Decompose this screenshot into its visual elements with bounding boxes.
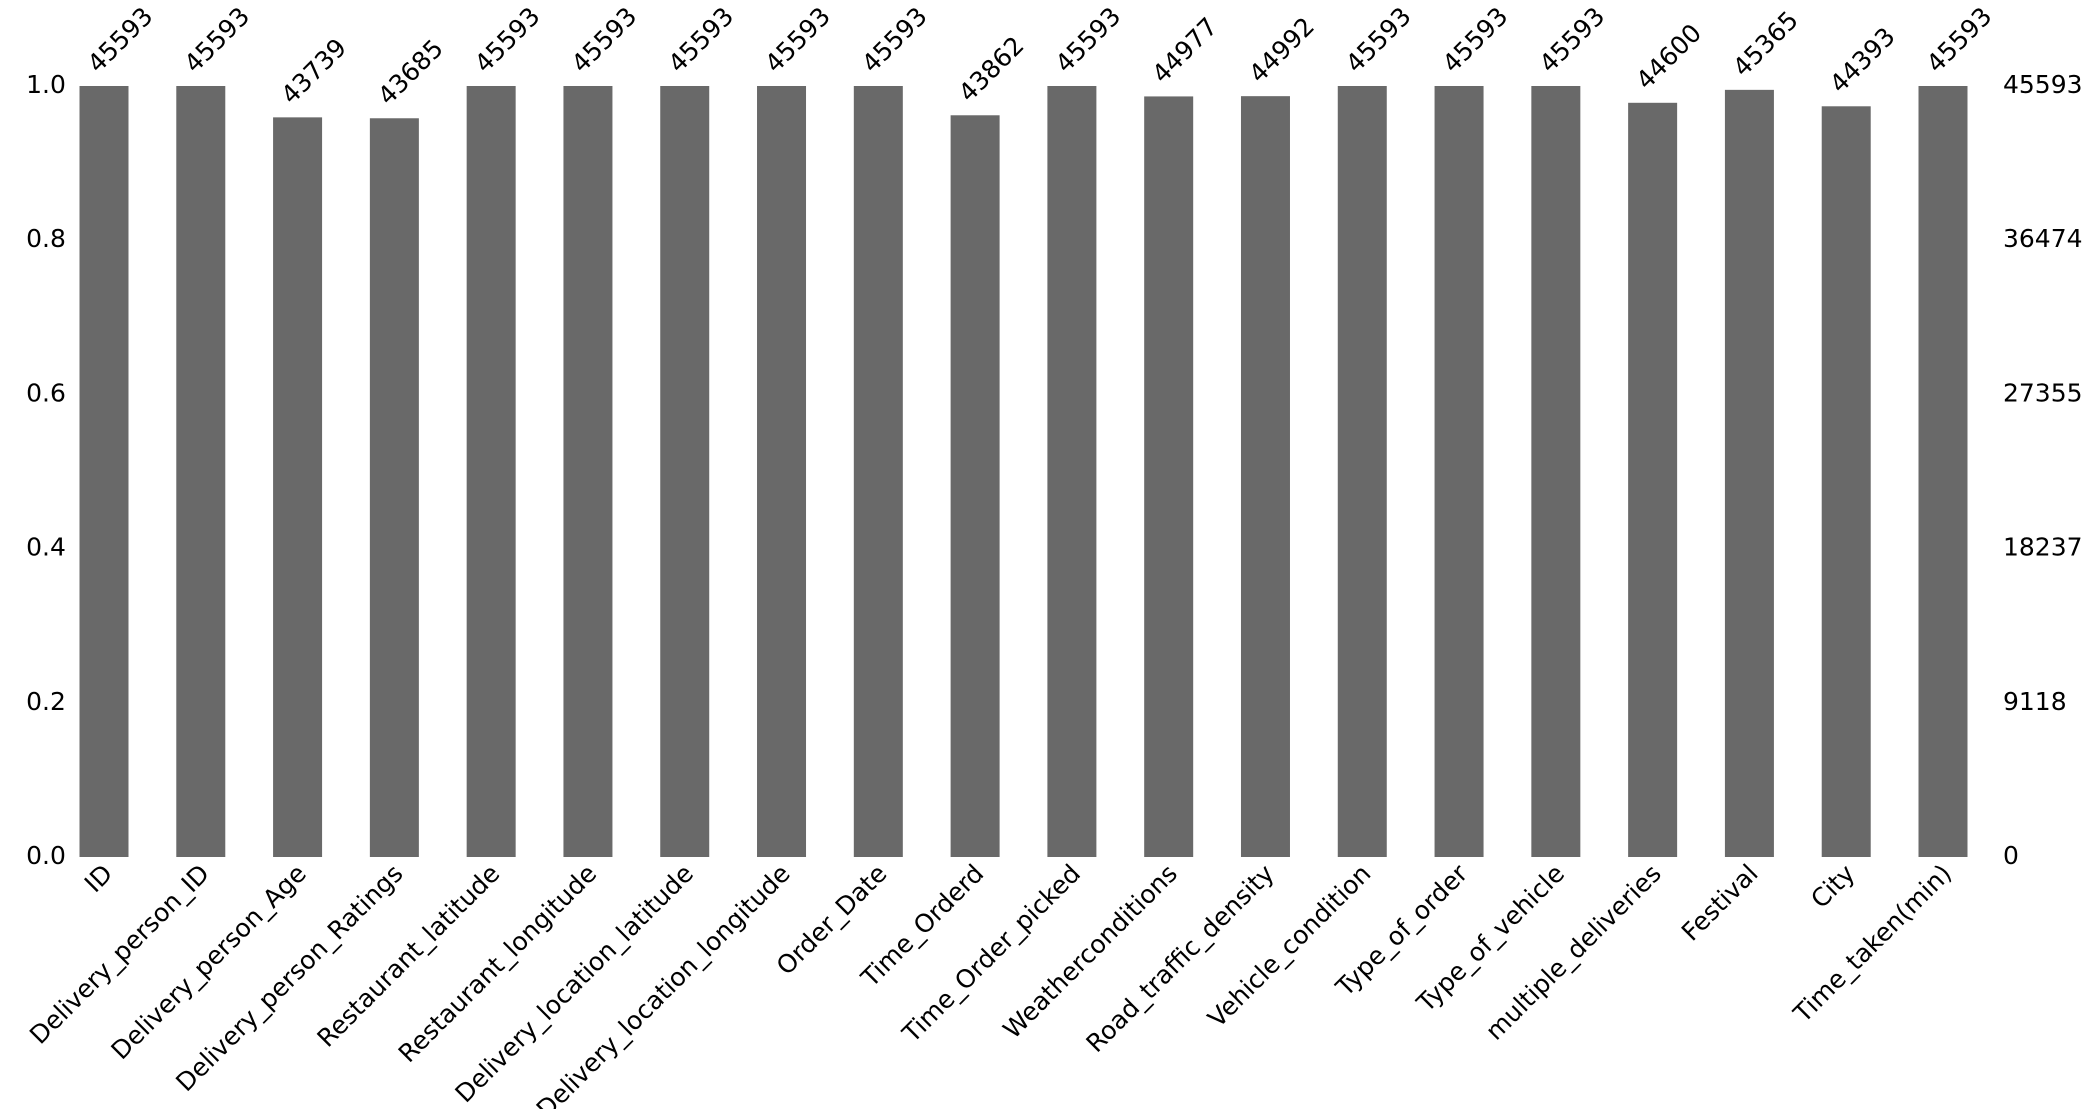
value-label: 45593	[1050, 1, 1127, 78]
bar	[466, 86, 516, 857]
x-tick-label: Restaurant_longitude	[393, 859, 602, 1068]
x-tick-label: Vehicle_condition	[1202, 859, 1376, 1033]
x-tick-label: Time_Order_picked	[896, 859, 1086, 1049]
value-label: 45593	[1534, 1, 1611, 78]
y-tick-label: 0.2	[26, 687, 66, 716]
value-label: 45593	[1921, 1, 1998, 78]
value-label: 44393	[1824, 22, 1901, 99]
bar	[1821, 106, 1871, 857]
bar	[1628, 102, 1678, 857]
bar	[79, 86, 129, 857]
value-label: 43862	[953, 31, 1030, 108]
value-label: 45365	[1727, 5, 1804, 82]
x-tick-label: multiple_deliveries	[1480, 859, 1667, 1046]
x-tick-label: Weatherconditions	[997, 859, 1182, 1044]
bar	[1144, 96, 1194, 857]
value-label: 45593	[179, 1, 256, 78]
x-tick-label: Time_taken(min)	[1787, 859, 1957, 1029]
x-tick-label: ID	[79, 859, 118, 898]
y-tick-label: 1.0	[26, 70, 66, 99]
x-tick-label: City	[1805, 859, 1860, 914]
bar	[1047, 86, 1097, 857]
y2-tick-label: 9118	[2003, 687, 2067, 716]
y2-tick-label: 0	[2003, 841, 2019, 870]
bar	[1531, 86, 1581, 857]
bar	[853, 86, 903, 857]
value-label: 45593	[82, 1, 159, 78]
y-tick-label: 0.0	[26, 841, 66, 870]
bar	[1240, 96, 1290, 857]
bar	[1337, 86, 1387, 857]
y2-tick-label: 45593	[2003, 70, 2082, 99]
value-label: 45593	[662, 1, 739, 78]
bar	[660, 86, 710, 857]
bar	[563, 86, 613, 857]
value-label: 43739	[275, 33, 352, 110]
y2-tick-label: 27355	[2003, 378, 2082, 407]
x-tick-label: Delivery_person_ID	[24, 859, 215, 1050]
y-tick-label: 0.6	[26, 378, 66, 407]
value-label: 45593	[856, 1, 933, 78]
value-label: 44600	[1630, 18, 1707, 95]
value-label: 44977	[1146, 12, 1223, 89]
y2-tick-label: 36474	[2003, 224, 2082, 253]
value-label: 45593	[469, 1, 546, 78]
value-label: 44992	[1243, 12, 1320, 89]
value-label: 45593	[1437, 1, 1514, 78]
bar	[1724, 89, 1774, 857]
bar	[273, 117, 323, 857]
y2-tick-label: 18237	[2003, 533, 2082, 562]
bar	[176, 86, 226, 857]
bar	[369, 118, 419, 858]
x-tick-label: Festival	[1676, 859, 1764, 947]
value-label: 45593	[759, 1, 836, 78]
x-tick-label: Road_traffic_density	[1081, 859, 1280, 1058]
x-tick-label: Restaurant_latitude	[311, 859, 505, 1053]
bar	[757, 86, 807, 857]
bar	[1434, 86, 1484, 857]
value-label: 45593	[566, 1, 643, 78]
y-tick-label: 0.8	[26, 224, 66, 253]
x-tick-label: Delivery_person_Age	[105, 859, 311, 1065]
bar	[950, 115, 1000, 858]
value-label: 45593	[1340, 1, 1417, 78]
y-tick-label: 0.4	[26, 533, 66, 562]
value-label: 43685	[372, 34, 449, 111]
bar	[1918, 86, 1968, 857]
